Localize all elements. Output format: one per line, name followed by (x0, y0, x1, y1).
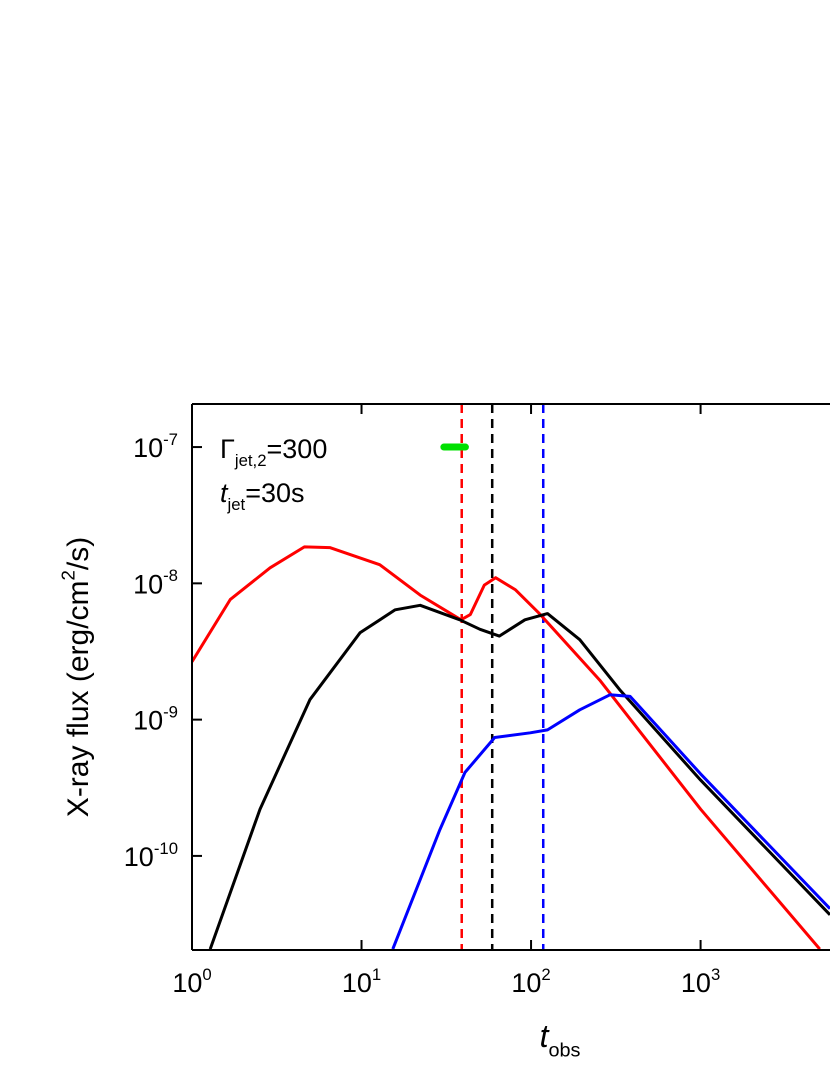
annotation: Γjet,2=300 (220, 434, 327, 470)
annotation-part: Γ (220, 434, 235, 464)
x-tick-label-part: 1 (372, 965, 381, 984)
y-axis-label: X-ray flux (erg/cm2/s) (58, 537, 96, 817)
x-tick-label-part: 2 (541, 965, 550, 984)
annotation-part: jet,2 (234, 451, 267, 470)
annotation-part: jet (227, 495, 246, 514)
y-axis-label-part: /s) (62, 537, 95, 570)
x-tick-label-part: 10 (342, 968, 372, 998)
y-axis-label-part: 2 (58, 570, 79, 580)
x-tick-label-part: 0 (202, 965, 211, 984)
x-axis-label-part: obs (548, 1040, 580, 1062)
x-axis-label: tobs (540, 1018, 581, 1062)
x-tick-label-part: 10 (172, 968, 202, 998)
x-axis-label-part: t (540, 1018, 550, 1054)
y-tick-label-part: 10 (133, 706, 163, 736)
series-line (391, 693, 830, 950)
y-tick-label-part: 10 (133, 569, 163, 599)
annotation-part: =30s (245, 478, 304, 508)
x-tick-label: 103 (681, 965, 720, 998)
y-tick-label-part: -7 (163, 430, 178, 449)
y-tick-label: 10-10 (124, 839, 178, 872)
x-tick-label: 100 (172, 965, 211, 998)
y-tick-label-part: -10 (154, 839, 178, 858)
plot-area (192, 404, 830, 950)
y-tick-label-part: 10 (124, 842, 154, 872)
y-tick-label: 10-8 (133, 566, 178, 599)
annotation-part: t (220, 478, 229, 508)
y-tick-label-part: 10 (133, 433, 163, 463)
series-line (192, 545, 821, 950)
x-tick-label-part: 3 (711, 965, 720, 984)
x-tick-label-part: 10 (511, 968, 541, 998)
y-tick-label-part: -9 (163, 702, 178, 721)
x-tick-label-part: 10 (681, 968, 711, 998)
x-tick-label: 101 (342, 965, 381, 998)
annotation: tjet=30s (220, 478, 305, 514)
x-tick-label: 102 (511, 965, 550, 998)
annotation-part: =300 (267, 434, 328, 464)
y-axis-label-part: X-ray flux (erg/cm (62, 580, 95, 817)
series-line (208, 603, 830, 950)
y-tick-label: 10-9 (133, 702, 178, 735)
y-tick-label-part: -8 (163, 566, 178, 585)
y-tick-label: 10-7 (133, 430, 178, 463)
